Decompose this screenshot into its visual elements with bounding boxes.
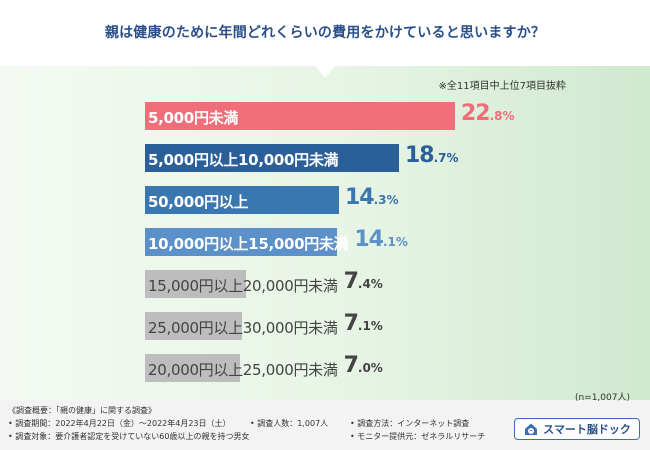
bar-label-2: 5,000円以上10,000円未満 (148, 151, 339, 169)
bar-3 (145, 186, 339, 214)
survey-count: • 調査人数：1,007人 (250, 419, 329, 428)
bar-1 (145, 102, 455, 130)
bar-value-decimal: .4% (357, 277, 383, 291)
bar-2 (145, 144, 399, 172)
bar-value-3: 14.3% (345, 185, 399, 210)
survey-overview: 《調査概要：「親の健康」に関する調査》 (8, 406, 156, 415)
bar-5 (145, 270, 246, 298)
bar-value-2: 18.7% (405, 143, 459, 168)
page-title: 親は健康のために年間どれくらいの費用をかけていると思いますか？ (104, 25, 546, 41)
bar-value-integer: 7 (343, 353, 359, 378)
bar-4 (145, 228, 337, 256)
bar-label-5: 15,000円以上20,000円未満 (148, 277, 338, 295)
bar-value-integer: 22 (461, 101, 491, 126)
bar-value-integer: 7 (343, 269, 359, 294)
bar-value-1: 22.8% (461, 101, 515, 126)
bar-label-4: 10,000円以上15,000円未満 (148, 235, 349, 253)
bar-value-5: 7.4% (344, 269, 383, 294)
bar-value-integer: 18 (405, 143, 435, 168)
survey-provider: • モニター提供元：ゼネラルリサーチ (350, 432, 486, 441)
bar-value-decimal: .3% (373, 193, 399, 207)
bar-value-decimal: .7% (433, 151, 459, 165)
logo-text: スマート脳ドック (543, 423, 631, 436)
bar-label-3: 50,000円以上 (148, 193, 249, 211)
bar-value-4: 14.1% (354, 227, 408, 252)
sample-size: (n=1,007人) (574, 393, 630, 403)
bar-value-integer: 7 (343, 311, 359, 336)
bar-value-7: 7.0% (344, 353, 383, 378)
survey-method: • 調査方法：インターネット調査 (350, 419, 470, 428)
smart-brain-dock-logo: スマート脳ドック (514, 418, 640, 440)
bar-value-decimal: .1% (357, 319, 383, 333)
bar-value-integer: 14 (354, 227, 384, 252)
bar-label-1: 5,000円未満 (148, 109, 239, 127)
bar-6 (145, 312, 242, 340)
bar-label-7: 20,000円以上25,000円未満 (148, 361, 338, 379)
chart-note: ※全11項目中上位7項目抜粋 (438, 81, 566, 92)
survey-period: • 調査期間：2022年4月22日（金）〜2022年4月23日（土） (8, 419, 231, 428)
brain-house-icon (525, 423, 538, 435)
bar-value-integer: 14 (345, 185, 375, 210)
bar-label-6: 25,000円以上30,000円未満 (148, 319, 338, 337)
bar-value-decimal: .0% (357, 361, 383, 375)
bar-value-6: 7.1% (344, 311, 383, 336)
title-pointer (315, 66, 335, 78)
bar-value-decimal: .8% (489, 109, 515, 123)
bar-value-decimal: .1% (383, 235, 408, 249)
survey-target: • 調査対象：要介護者認定を受けていない60歳以上の親を持つ男女 (8, 432, 250, 441)
header: 親は健康のために年間どれくらいの費用をかけていると思いますか？ (0, 0, 650, 66)
bar-7 (145, 354, 240, 382)
